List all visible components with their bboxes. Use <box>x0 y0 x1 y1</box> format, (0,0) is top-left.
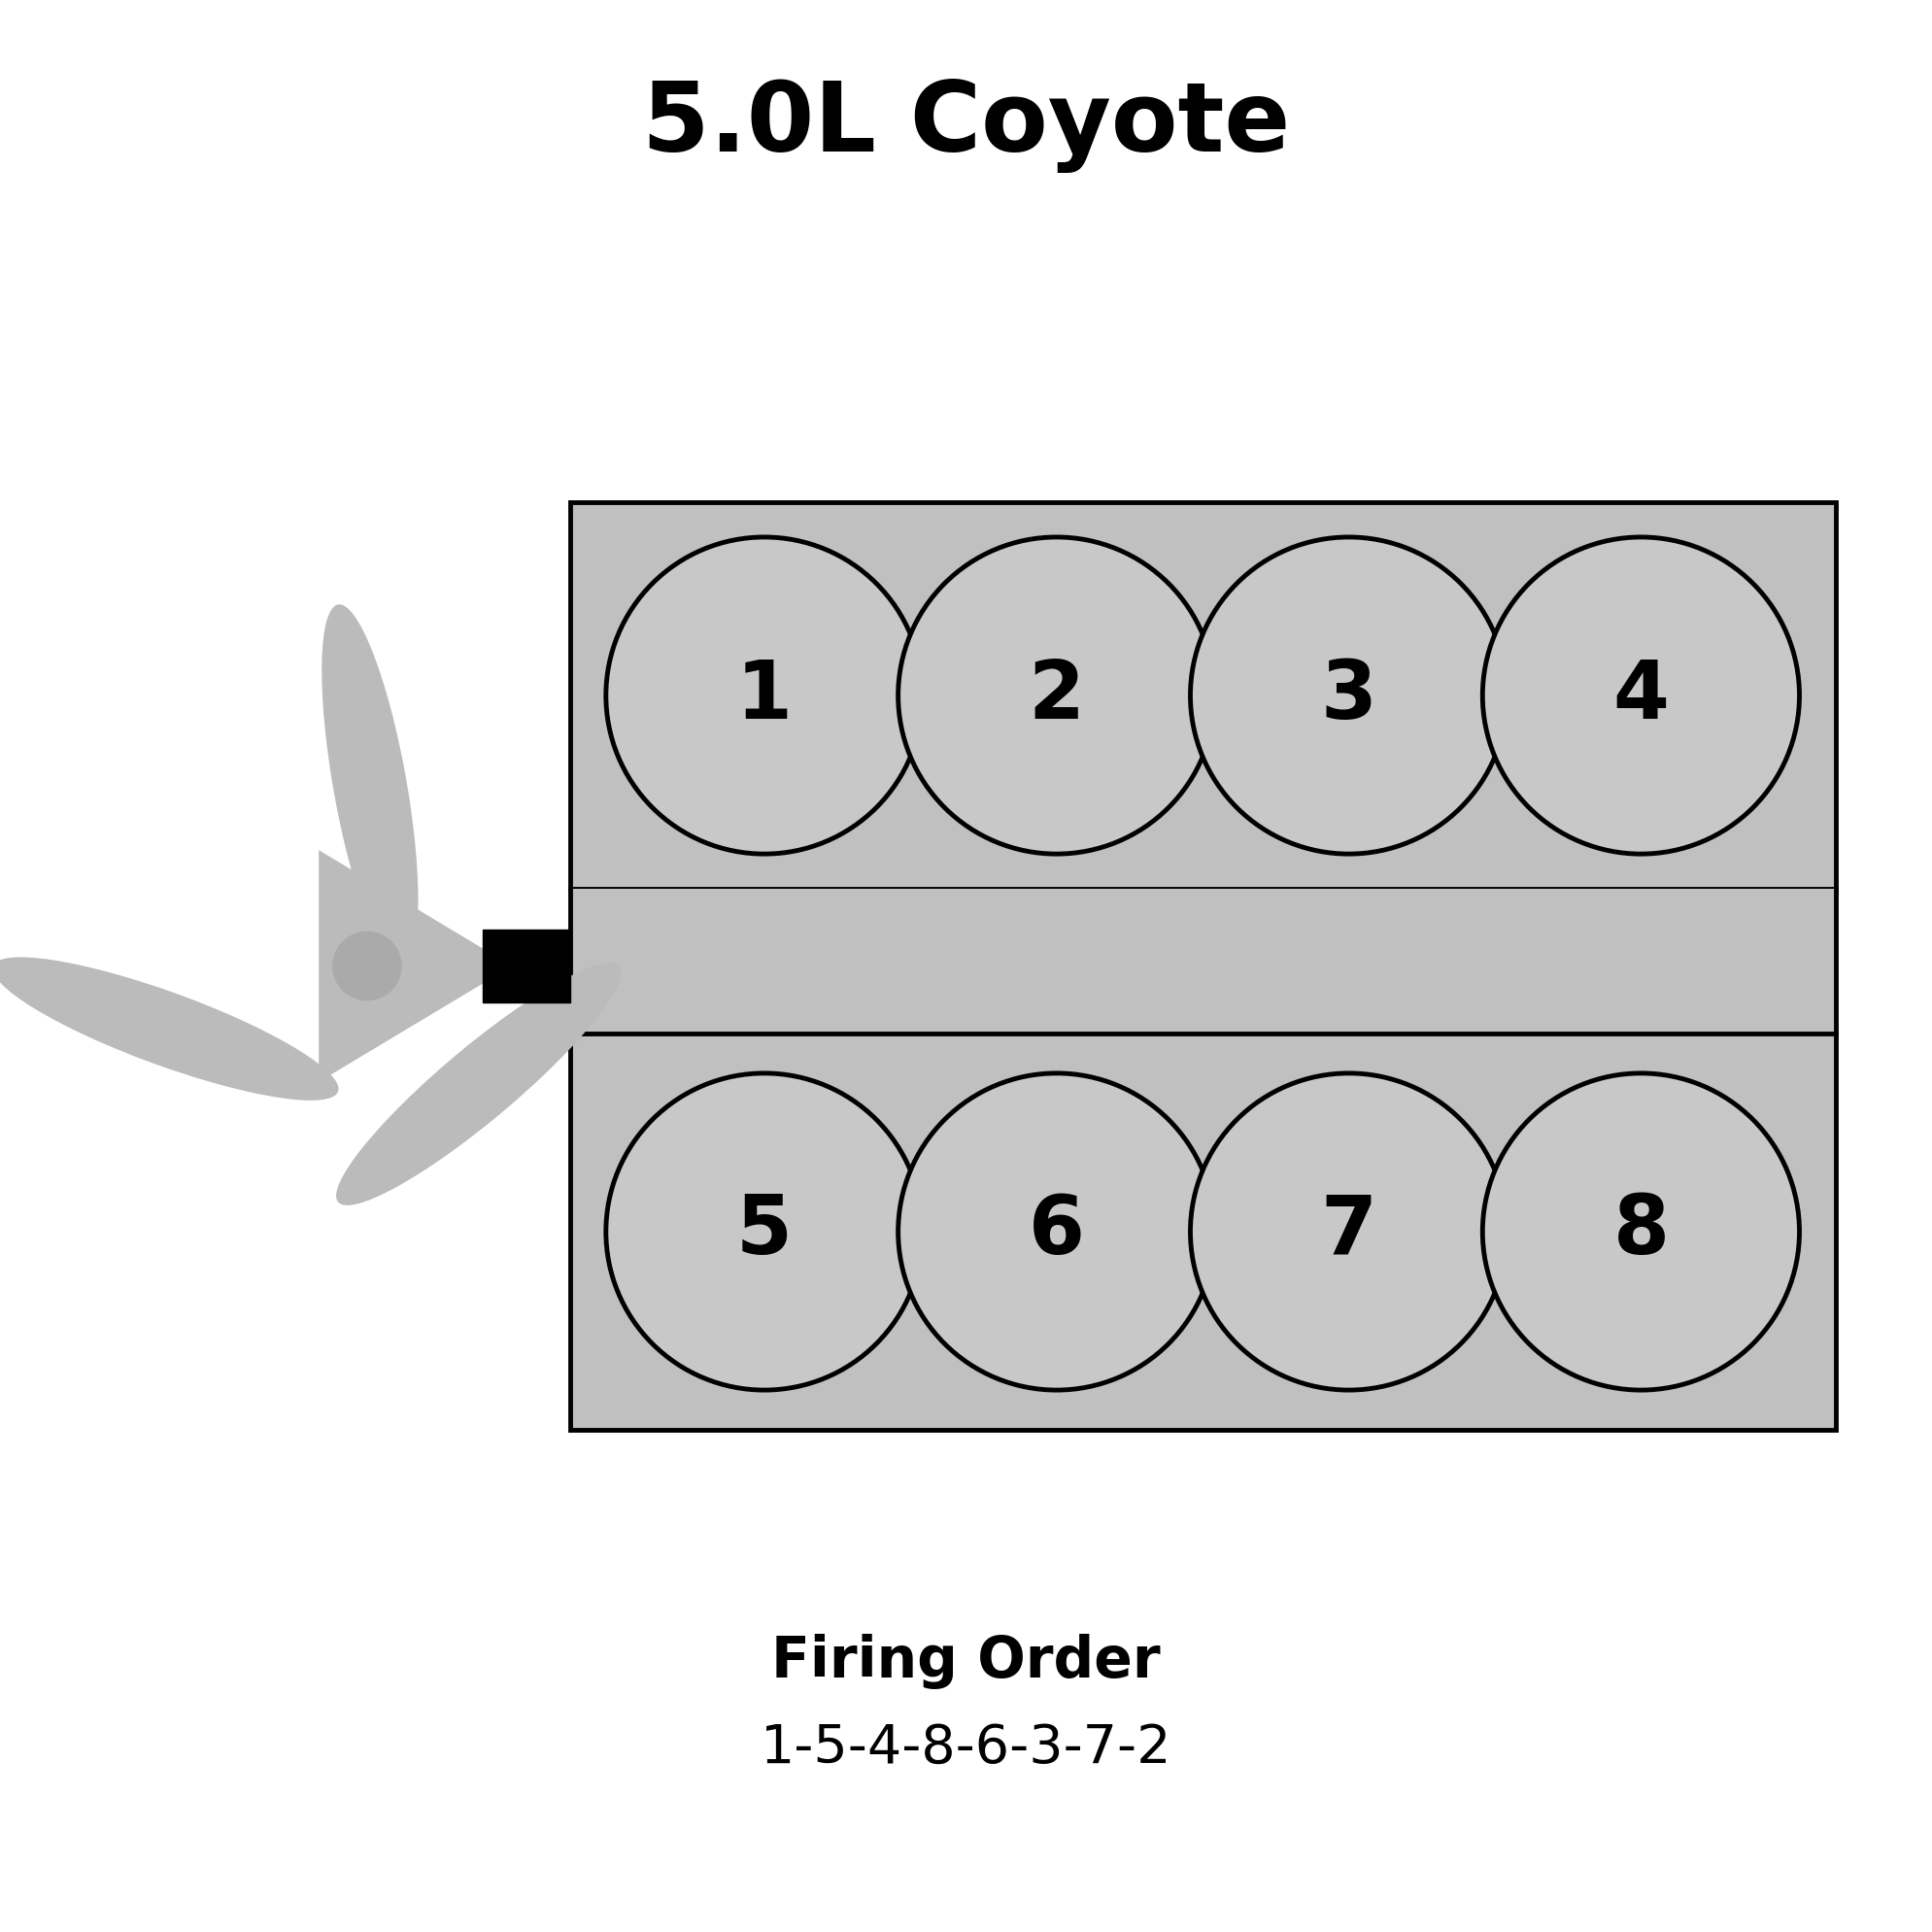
Circle shape <box>1190 537 1507 854</box>
Circle shape <box>1482 1074 1799 1391</box>
Circle shape <box>607 1074 923 1391</box>
Ellipse shape <box>323 605 417 966</box>
Bar <box>570 889 1835 1034</box>
Text: 5.0L Coyote: 5.0L Coyote <box>641 79 1291 172</box>
Bar <box>570 502 1835 889</box>
Circle shape <box>607 537 923 854</box>
Circle shape <box>898 537 1215 854</box>
Ellipse shape <box>0 956 338 1101</box>
Text: 6: 6 <box>1028 1192 1084 1271</box>
Text: 4: 4 <box>1613 657 1669 734</box>
Text: 2: 2 <box>1028 657 1084 734</box>
Text: 5: 5 <box>736 1192 792 1271</box>
Circle shape <box>898 1074 1215 1391</box>
Bar <box>570 1034 1835 1430</box>
Text: 8: 8 <box>1613 1192 1669 1271</box>
Polygon shape <box>319 850 512 1082</box>
Circle shape <box>332 931 402 1001</box>
Bar <box>483 929 570 1003</box>
Text: Firing Order: Firing Order <box>771 1634 1161 1689</box>
Ellipse shape <box>336 962 622 1206</box>
Circle shape <box>1482 537 1799 854</box>
Text: 7: 7 <box>1321 1192 1378 1271</box>
Text: 3: 3 <box>1321 657 1378 734</box>
Text: 1-5-4-8-6-3-7-2: 1-5-4-8-6-3-7-2 <box>761 1721 1171 1776</box>
Text: 1: 1 <box>736 657 792 734</box>
Circle shape <box>1190 1074 1507 1391</box>
